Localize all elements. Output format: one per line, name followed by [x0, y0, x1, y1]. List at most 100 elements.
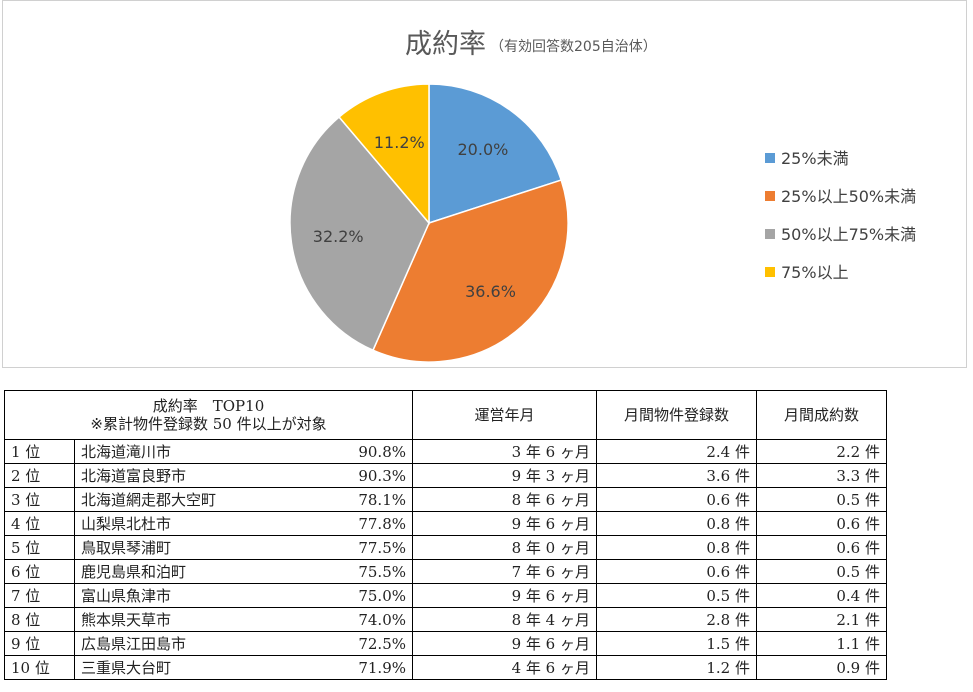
table-row: 2 位北海道富良野市 90.3% 9 年 3 ヶ月 3.6 件 3.3 件 — [4, 463, 887, 488]
rank-cell: 6 位 — [4, 559, 75, 584]
monthly-listings-cell: 0.5 件 — [596, 583, 757, 608]
rate-cell: 71.9% — [274, 655, 413, 680]
monthly-contracts-cell: 0.9 件 — [756, 655, 887, 680]
pie-chart-panel: 成約率 （有効回答数205自治体） 20.0% 36.6% 32.2% 11.2% 2… — [2, 0, 967, 368]
municipality-cell: 富山県魚津市 — [74, 583, 275, 608]
slice-label-1: 20.0% — [458, 140, 509, 159]
period-cell: 4 年 6 ヶ月 — [412, 655, 597, 680]
period-cell: 7 年 6 ヶ月 — [412, 559, 597, 584]
municipality-cell: 三重県大台町 — [74, 655, 275, 680]
rank-cell: 9 位 — [4, 631, 75, 656]
header-period: 運営年月 — [412, 390, 597, 440]
municipality-cell: 山梨県北杜市 — [74, 511, 275, 536]
rank-cell: 7 位 — [4, 583, 75, 608]
legend-label-3: 50%以上75%未満 — [781, 225, 916, 244]
table-row: 1 位北海道滝川市 90.8% 3 年 6 ヶ月 2.4 件 2.2 件 — [4, 439, 887, 464]
legend-label-4: 75%以上 — [781, 263, 849, 282]
monthly-listings-cell: 3.6 件 — [596, 463, 757, 488]
monthly-listings-cell: 0.8 件 — [596, 535, 757, 560]
legend-swatch-2 — [765, 191, 775, 201]
rate-cell: 78.1% — [274, 487, 413, 512]
monthly-contracts-cell: 2.1 件 — [756, 607, 887, 632]
ranking-table: 成約率 TOP10 ※累計物件登録数 50 件以上が対象 運営年月 月間物件登録… — [4, 390, 887, 680]
monthly-listings-cell: 0.6 件 — [596, 559, 757, 584]
pie-slice-labels: 20.0% 36.6% 32.2% 11.2% — [313, 133, 516, 301]
header-monthly-contracts: 月間成約数 — [756, 390, 887, 440]
table-row: 9 位広島県江田島市 72.5% 9 年 6 ヶ月 1.5 件 1.1 件 — [4, 631, 887, 656]
pie-slice-3 — [289, 115, 430, 352]
municipality-cell: 北海道網走郡大空町 — [74, 487, 275, 512]
pie-chart: 成約率 （有効回答数205自治体） 20.0% 36.6% 32.2% 11.2% 2… — [289, 29, 916, 363]
rank-cell: 8 位 — [4, 607, 75, 632]
legend-label-2: 25%以上50%未満 — [781, 187, 916, 206]
rate-cell: 90.3% — [274, 463, 413, 488]
table-row: 5 位鳥取県琴浦町 77.5% 8 年 0 ヶ月 0.8 件 0.6 件 — [4, 535, 887, 560]
table-row: 4 位山梨県北杜市 77.8% 9 年 6 ヶ月 0.8 件 0.6 件 — [4, 511, 887, 536]
table-header-row: 成約率 TOP10 ※累計物件登録数 50 件以上が対象 運営年月 月間物件登録… — [4, 390, 887, 440]
table-note: ※累計物件登録数 50 件以上が対象 — [90, 415, 327, 433]
period-cell: 8 年 0 ヶ月 — [412, 535, 597, 560]
pie-slices — [289, 83, 569, 363]
rate-cell: 75.0% — [274, 583, 413, 608]
rank-cell: 4 位 — [4, 511, 75, 536]
rate-cell: 72.5% — [274, 631, 413, 656]
municipality-cell: 鹿児島県和泊町 — [74, 559, 275, 584]
chart-subtitle: （有効回答数205自治体） — [490, 38, 657, 55]
pie-slice-4 — [338, 83, 430, 226]
municipality-cell: 熊本県天草市 — [74, 607, 275, 632]
rank-cell: 3 位 — [4, 487, 75, 512]
municipality-cell: 鳥取県琴浦町 — [74, 535, 275, 560]
monthly-listings-cell: 2.4 件 — [596, 439, 757, 464]
monthly-contracts-cell: 0.5 件 — [756, 487, 887, 512]
rank-cell: 5 位 — [4, 535, 75, 560]
period-cell: 9 年 3 ヶ月 — [412, 463, 597, 488]
monthly-listings-cell: 0.8 件 — [596, 511, 757, 536]
table-row: 3 位北海道網走郡大空町 78.1% 8 年 6 ヶ月 0.6 件 0.5 件 — [4, 487, 887, 512]
period-cell: 8 年 6 ヶ月 — [412, 487, 597, 512]
monthly-listings-cell: 0.6 件 — [596, 487, 757, 512]
monthly-contracts-cell: 3.3 件 — [756, 463, 887, 488]
municipality-cell: 北海道富良野市 — [74, 463, 275, 488]
period-cell: 9 年 6 ヶ月 — [412, 511, 597, 536]
table-title: 成約率 TOP10 — [152, 397, 265, 415]
monthly-contracts-cell: 1.1 件 — [756, 631, 887, 656]
period-cell: 9 年 6 ヶ月 — [412, 583, 597, 608]
monthly-contracts-cell: 0.4 件 — [756, 583, 887, 608]
rank-cell: 10 位 — [4, 655, 75, 680]
monthly-contracts-cell: 0.5 件 — [756, 559, 887, 584]
period-cell: 9 年 6 ヶ月 — [412, 631, 597, 656]
slice-label-4: 11.2% — [374, 133, 425, 152]
legend-label-1: 25%未満 — [781, 149, 849, 168]
monthly-contracts-cell: 0.6 件 — [756, 511, 887, 536]
pie-slice-2 — [372, 179, 569, 363]
legend-swatch-1 — [765, 153, 775, 163]
pie-slice-1 — [428, 83, 563, 225]
rate-cell: 77.5% — [274, 535, 413, 560]
rate-cell: 90.8% — [274, 439, 413, 464]
monthly-contracts-cell: 0.6 件 — [756, 535, 887, 560]
rank-cell: 2 位 — [4, 463, 75, 488]
chart-legend: 25%未満 25%以上50%未満 50%以上75%未満 75%以上 — [765, 149, 916, 282]
legend-swatch-4 — [765, 267, 775, 277]
rate-cell: 75.5% — [274, 559, 413, 584]
table-row: 10 位三重県大台町 71.9% 4 年 6 ヶ月 1.2 件 0.9 件 — [4, 655, 887, 680]
rate-cell: 77.8% — [274, 511, 413, 536]
municipality-cell: 広島県江田島市 — [74, 631, 275, 656]
chart-title: 成約率 — [405, 29, 486, 60]
period-cell: 8 年 4 ヶ月 — [412, 607, 597, 632]
monthly-listings-cell: 1.2 件 — [596, 655, 757, 680]
slice-label-2: 36.6% — [465, 282, 516, 301]
monthly-contracts-cell: 2.2 件 — [756, 439, 887, 464]
table-row: 6 位鹿児島県和泊町 75.5% 7 年 6 ヶ月 0.6 件 0.5 件 — [4, 559, 887, 584]
monthly-listings-cell: 1.5 件 — [596, 631, 757, 656]
slice-label-3: 32.2% — [313, 227, 364, 246]
legend-swatch-3 — [765, 229, 775, 239]
period-cell: 3 年 6 ヶ月 — [412, 439, 597, 464]
rate-cell: 74.0% — [274, 607, 413, 632]
header-monthly-listings: 月間物件登録数 — [596, 390, 757, 440]
monthly-listings-cell: 2.8 件 — [596, 607, 757, 632]
table-title-cell: 成約率 TOP10 ※累計物件登録数 50 件以上が対象 — [4, 390, 413, 440]
municipality-cell: 北海道滝川市 — [74, 439, 275, 464]
table-row: 7 位富山県魚津市 75.0% 9 年 6 ヶ月 0.5 件 0.4 件 — [4, 583, 887, 608]
